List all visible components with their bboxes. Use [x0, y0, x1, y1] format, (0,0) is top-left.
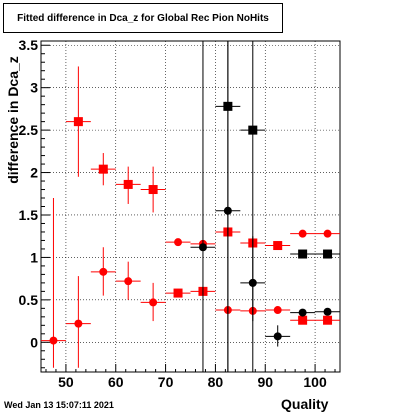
data-point-circle [174, 238, 183, 247]
data-point-square [273, 241, 283, 251]
data-point-square [323, 249, 333, 259]
data-point-square [148, 185, 158, 195]
data-point-circle [298, 229, 307, 238]
plot-frame [40, 40, 341, 373]
data-point-square [323, 315, 333, 325]
y-tick-label: 1.5 [19, 207, 39, 223]
data-point-square [248, 125, 258, 135]
x-tick-label: 60 [108, 374, 124, 390]
data-point-circle [223, 206, 232, 215]
data-point-circle [49, 336, 58, 345]
data-point-circle [323, 229, 332, 238]
y-tick-label: 1 [30, 249, 38, 265]
data-point-square [98, 164, 108, 174]
y-axis-label: difference in Dca_z [5, 56, 21, 184]
x-tick-label: 70 [158, 374, 174, 390]
y-axis-label-box: difference in Dca_z [4, 50, 22, 190]
y-tick-label: 2 [30, 165, 38, 181]
x-tick-label: 50 [58, 374, 74, 390]
y-tick-label: 3.5 [19, 37, 39, 53]
timestamp-footer: Wed Jan 13 15:07:11 2021 [4, 400, 114, 410]
data-point-circle [248, 278, 257, 287]
data-point-circle [198, 243, 207, 252]
x-tick-label: 90 [257, 374, 273, 390]
y-tick-label: 3 [30, 80, 38, 96]
data-point-circle [124, 277, 133, 286]
y-tick-label: 0.5 [19, 292, 39, 308]
x-axis-label: Quality [281, 396, 329, 412]
data-point-square [298, 315, 308, 325]
x-tick-label: 80 [208, 374, 224, 390]
data-point-circle [74, 319, 83, 328]
data-point-circle [149, 298, 158, 307]
data-point-circle [323, 307, 332, 316]
x-tick-label: 100 [303, 374, 327, 390]
data-point-square [123, 179, 133, 189]
data-point-circle [298, 308, 307, 317]
data-point-square [73, 117, 83, 127]
y-tick-label: 0 [30, 334, 38, 350]
chart-title: Fitted difference in Dca_z for Global Re… [3, 3, 283, 33]
data-point-square [173, 288, 183, 298]
data-point-square [298, 249, 308, 259]
y-tick-label: 2.5 [19, 122, 39, 138]
data-point-circle [273, 306, 282, 315]
data-point-circle [99, 267, 108, 276]
data-point-circle [273, 332, 282, 341]
